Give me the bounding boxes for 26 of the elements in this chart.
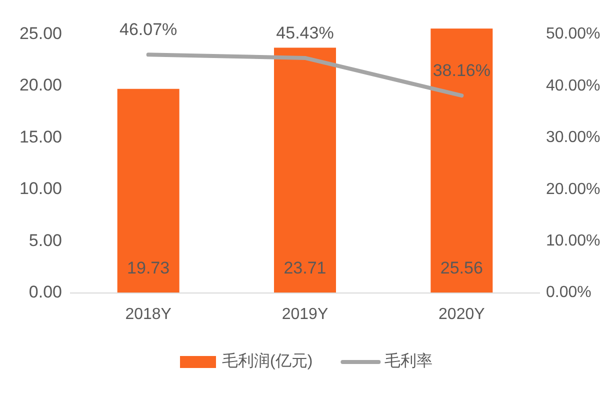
y2-tick-label: 50.00% [546,26,600,43]
y-tick-label: 15.00 [19,127,62,146]
bar [274,48,336,293]
x-tick-label: 2018Y [125,306,172,324]
legend-label: 毛利润(亿元) [222,352,313,370]
x-tick-label: 2019Y [282,306,328,324]
y2-tick-label: 30.00% [546,129,600,146]
y-tick-label: 0.00 [28,282,62,302]
data-label: 38.16% [432,61,491,80]
bar [430,28,493,293]
y2-tick-label: 40.00% [546,77,600,94]
bar [117,88,180,293]
y2-tick-label: 0.00% [546,284,592,302]
y2-tick-label: 10.00% [546,232,600,250]
legend-label: 毛利率 [384,352,433,370]
y-tick-label: 5.00 [28,230,62,250]
y-tick-label: 25.00 [19,24,62,43]
data-label: 45.43% [276,23,334,42]
data-label: 19.73 [127,258,170,278]
data-label: 23.71 [284,258,326,278]
y-tick-label: 10.00 [19,179,62,198]
data-label: 25.56 [440,258,483,278]
y2-tick-label: 20.00% [546,180,600,198]
data-label: 46.07% [119,20,178,40]
y-tick-label: 20.00 [19,76,62,95]
x-tick-label: 2020Y [438,306,486,324]
